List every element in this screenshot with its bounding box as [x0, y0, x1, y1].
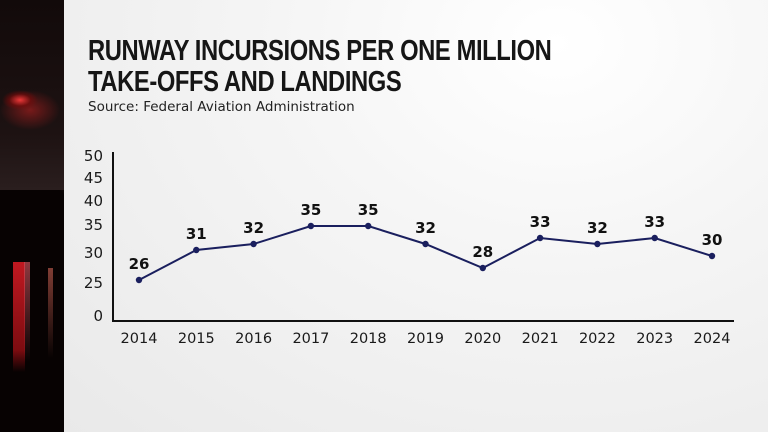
x-tick-label: 2021 — [522, 331, 559, 347]
x-tick-label: 2017 — [292, 331, 329, 347]
data-label: 33 — [644, 213, 665, 231]
chart-panel — [64, 0, 768, 432]
data-label: 31 — [186, 225, 207, 243]
y-tick-label: 50 — [84, 147, 103, 165]
chart-title: RUNWAY INCURSIONS PER ONE MILLION TAKE-O… — [88, 35, 552, 98]
background-photo — [0, 0, 64, 432]
x-tick-label: 2020 — [464, 331, 501, 347]
data-point — [594, 240, 601, 248]
chart-source: Source: Federal Aviation Administration — [88, 99, 355, 115]
photo-vehicle-lights — [0, 0, 64, 190]
y-tick-label: 30 — [84, 244, 103, 262]
data-point — [479, 264, 486, 272]
data-label: 33 — [530, 213, 551, 231]
x-tick-label: 2015 — [178, 331, 215, 347]
y-tick-label: 40 — [84, 192, 103, 210]
x-tick-label: 2016 — [235, 331, 272, 347]
data-point — [422, 240, 429, 248]
data-point — [365, 222, 372, 230]
chart-title-line-1: RUNWAY INCURSIONS PER ONE MILLION — [88, 35, 552, 67]
photo-light-reflection — [48, 268, 53, 358]
data-point — [135, 276, 143, 284]
x-tick-label: 2024 — [694, 331, 731, 347]
data-point — [250, 240, 257, 248]
data-label: 35 — [358, 201, 379, 219]
y-tick-label: 35 — [84, 216, 103, 234]
data-point — [651, 234, 658, 242]
y-tick-label: 0 — [93, 307, 103, 325]
data-point — [193, 246, 200, 254]
data-label: 32 — [415, 219, 436, 237]
x-tick-label: 2019 — [407, 331, 444, 347]
data-point — [708, 252, 716, 260]
x-tick-label: 2018 — [350, 331, 387, 347]
data-label: 32 — [587, 219, 608, 237]
x-tick-label: 2014 — [121, 331, 158, 347]
data-point — [536, 234, 544, 242]
data-label: 32 — [243, 219, 264, 237]
photo-dark-reflection — [0, 190, 64, 432]
data-label: 30 — [702, 231, 723, 249]
data-label: 35 — [300, 201, 321, 219]
x-tick-label: 2022 — [579, 331, 616, 347]
data-label: 28 — [472, 243, 493, 261]
data-label: 26 — [129, 255, 150, 273]
chart-title-line-2: TAKE-OFFS AND LANDINGS — [88, 66, 402, 98]
photo-red-reflection — [24, 262, 30, 362]
photo-red-reflection — [13, 262, 25, 372]
data-point — [307, 222, 315, 230]
y-tick-label: 45 — [84, 169, 103, 187]
y-tick-label: 25 — [84, 274, 103, 292]
x-tick-label: 2023 — [636, 331, 673, 347]
